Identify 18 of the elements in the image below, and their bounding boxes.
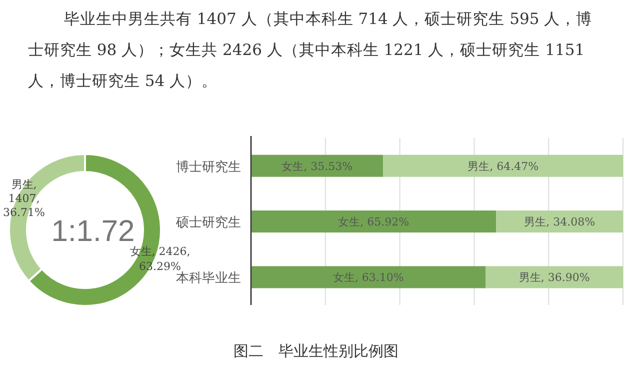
bar: [496, 210, 623, 232]
bar: [486, 266, 623, 288]
bar: [251, 154, 384, 177]
data-label: 男生, 36.90%: [518, 271, 590, 284]
text: 图二 毕业生性别比例图: [232, 342, 400, 361]
y-tick-label: 博士研究生: [176, 160, 241, 175]
data-label: 男生, 34.08%: [524, 216, 596, 228]
data-label: 女生, 63.10%: [332, 271, 404, 284]
data-label: 女生, 35.53%: [282, 160, 353, 173]
data-label: 女生, 65.92%: [338, 216, 410, 228]
bar: [251, 210, 496, 232]
y-tick-label: 本科毕业生: [176, 271, 241, 286]
bar: [383, 154, 623, 177]
text: 毕业生中男生共有 1407 人（其中本科生 714 人，硕士研究生 595 人，博士研究生 98 人）；女生共 2426 人（其中本科生 1221 人，硕士研究生 1151 人，博士研究生 54 人）。: [28, 9, 594, 92]
bar: [251, 266, 486, 288]
y-tick-label: 硕士研究生: [175, 216, 241, 230]
text: 1:1.72: [51, 215, 135, 248]
data-label: 男生, 64.47%: [468, 160, 539, 173]
